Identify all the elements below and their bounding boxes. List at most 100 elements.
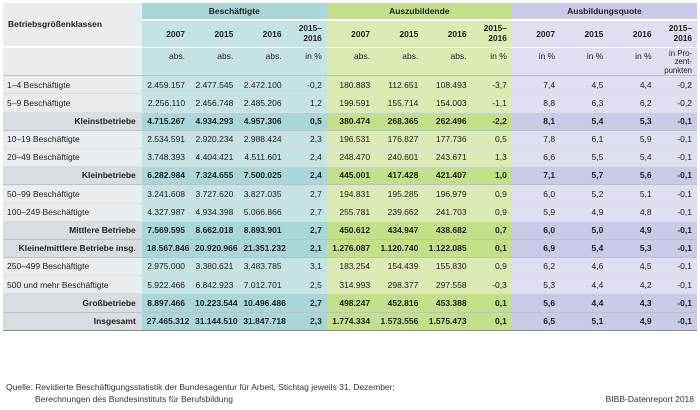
table-cell: 4,4 bbox=[560, 275, 609, 295]
table-cell: 1.774.334 bbox=[326, 312, 376, 331]
year-header: 2016 bbox=[608, 20, 657, 48]
row-label: 100–249 Beschäftigte bbox=[3, 203, 142, 222]
table-cell: -0,2 bbox=[656, 75, 697, 95]
table-cell: 6,0 bbox=[511, 221, 561, 240]
table-cell: 3.241.608 bbox=[141, 184, 191, 204]
table-cell: 4.934.293 bbox=[190, 112, 239, 131]
table-cell: 3,1 bbox=[286, 257, 327, 277]
table-cell: 1.575.473 bbox=[423, 312, 472, 331]
table-cell: -2,2 bbox=[471, 112, 512, 131]
table-cell: 3.727.620 bbox=[190, 184, 239, 204]
unit-header: in % bbox=[286, 47, 327, 77]
year-header: 2015– 2016 bbox=[656, 20, 697, 48]
table-cell: 1.122.085 bbox=[423, 239, 472, 259]
unit-header: in % bbox=[560, 47, 609, 77]
table-cell: 2.456.748 bbox=[190, 93, 239, 113]
table-cell: 2,1 bbox=[286, 239, 327, 259]
table-cell: 7,4 bbox=[511, 75, 561, 95]
table-cell: -0,1 bbox=[656, 293, 697, 313]
table-cell: 4.327.987 bbox=[141, 203, 191, 222]
table-row: 5–9 Beschäftigte 2.256.110 2.456.748 2.485.… bbox=[3, 93, 697, 113]
row-label: Kleinstbetriebe bbox=[3, 112, 142, 131]
table-cell: -0,2 bbox=[656, 93, 697, 113]
table-cell: 183.254 bbox=[326, 257, 376, 277]
table-cell: 1.276.087 bbox=[326, 239, 376, 259]
table-cell: 4,4 bbox=[560, 293, 609, 313]
table-cell: 0,7 bbox=[471, 221, 512, 240]
year-header: 2015 bbox=[560, 20, 609, 48]
row-label: 20–49 Beschäftigte bbox=[3, 148, 142, 168]
table-cell: 239.662 bbox=[375, 203, 424, 222]
table-cell: 452.816 bbox=[375, 293, 424, 313]
table-cell: 18.567.846 bbox=[141, 239, 191, 259]
table-cell: 255.781 bbox=[326, 203, 376, 222]
table-row: 250–499 Beschäftigte 2.975.000 3.380.621 3.… bbox=[3, 257, 697, 277]
table-cell: 2.975.000 bbox=[141, 257, 191, 277]
table-cell: 155.714 bbox=[375, 93, 424, 113]
table-cell: 248.470 bbox=[326, 148, 376, 168]
subtotal-row: Kleinbetriebe 6.282.984 7.324.655 7.500.025… bbox=[3, 166, 697, 186]
table-cell: 5,4 bbox=[560, 239, 609, 259]
year-header: 2007 bbox=[326, 20, 376, 48]
table-cell: 1,0 bbox=[471, 166, 512, 186]
table-cell: 199.591 bbox=[326, 93, 376, 113]
table-cell: -0,1 bbox=[656, 148, 697, 168]
table-cell: 4,9 bbox=[608, 312, 657, 331]
table-cell: 4,9 bbox=[560, 203, 609, 222]
table-cell: 6,3 bbox=[560, 93, 609, 113]
row-label: 5–9 Beschäftigte bbox=[3, 93, 142, 113]
row-label: Insgesamt bbox=[3, 312, 142, 331]
unit-header: abs. bbox=[238, 47, 287, 77]
table-cell: 6,6 bbox=[511, 148, 561, 168]
report-credit: BIBB-Datenreport 2018 bbox=[605, 394, 694, 404]
table-cell: 5,7 bbox=[560, 166, 609, 186]
unit-header: in % bbox=[608, 47, 657, 77]
table-cell: 4.511.601 bbox=[238, 148, 287, 168]
table-cell: 5.066.866 bbox=[238, 203, 287, 222]
group-header-beschaeftigte: Beschäftigte bbox=[141, 3, 327, 21]
table-cell: 6.842.923 bbox=[190, 275, 239, 295]
table-cell: 3.483.785 bbox=[238, 257, 287, 277]
row-label: Mittlere Betriebe bbox=[3, 221, 142, 240]
table-cell: 108.493 bbox=[423, 75, 472, 95]
table-cell: 8,8 bbox=[511, 93, 561, 113]
table-cell: 195.285 bbox=[375, 184, 424, 204]
table-cell: 2.472.100 bbox=[238, 75, 287, 95]
table-cell: 4,3 bbox=[608, 293, 657, 313]
unit-header: abs. bbox=[141, 47, 191, 77]
table-cell: 5,4 bbox=[560, 112, 609, 131]
table-cell: 268.365 bbox=[375, 112, 424, 131]
table-cell: 0,1 bbox=[471, 293, 512, 313]
row-label: 10–19 Beschäftigte bbox=[3, 130, 142, 149]
table-cell: 31.144.510 bbox=[190, 312, 239, 331]
table-cell: -0,1 bbox=[656, 130, 697, 149]
table-cell: 297.558 bbox=[423, 275, 472, 295]
table-cell: 10.496.486 bbox=[238, 293, 287, 313]
table-cell: 7,1 bbox=[511, 166, 561, 186]
group-header-auszubildende: Auszubildende bbox=[326, 3, 512, 21]
table-cell: 0,5 bbox=[471, 130, 512, 149]
table-cell: 4.957.306 bbox=[238, 112, 287, 131]
table-cell: 31.847.718 bbox=[238, 312, 287, 331]
table-cell: 7.012.701 bbox=[238, 275, 287, 295]
table-cell: 2,4 bbox=[286, 148, 327, 168]
table-cell: 417.428 bbox=[375, 166, 424, 186]
table-cell: 2.534.591 bbox=[141, 130, 191, 149]
year-header: 2015 bbox=[190, 20, 239, 48]
data-table: Betriebsgrößenklassen Beschäftigte Auszubi… bbox=[3, 3, 697, 331]
table-cell: 8.897.466 bbox=[141, 293, 191, 313]
table-cell: 8,1 bbox=[511, 112, 561, 131]
table-cell: 0,1 bbox=[471, 312, 512, 331]
table-cell: -0,1 bbox=[656, 184, 697, 204]
table-cell: 4,9 bbox=[608, 221, 657, 240]
table-cell: 240.601 bbox=[375, 148, 424, 168]
table-cell: 6.282.984 bbox=[141, 166, 191, 186]
table-cell: 20.920.966 bbox=[190, 239, 239, 259]
table-cell: 380.474 bbox=[326, 112, 376, 131]
year-header: 2015 bbox=[375, 20, 424, 48]
table-cell: 154.439 bbox=[375, 257, 424, 277]
table-cell: 7,8 bbox=[511, 130, 561, 149]
table-cell: 196.979 bbox=[423, 184, 472, 204]
table-row: 100–249 Beschäftigte 4.327.987 4.934.398 5.… bbox=[3, 203, 697, 222]
